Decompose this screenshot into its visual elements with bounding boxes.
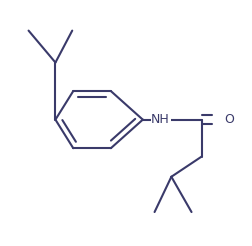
- Text: NH: NH: [151, 113, 170, 126]
- Text: O: O: [224, 113, 234, 126]
